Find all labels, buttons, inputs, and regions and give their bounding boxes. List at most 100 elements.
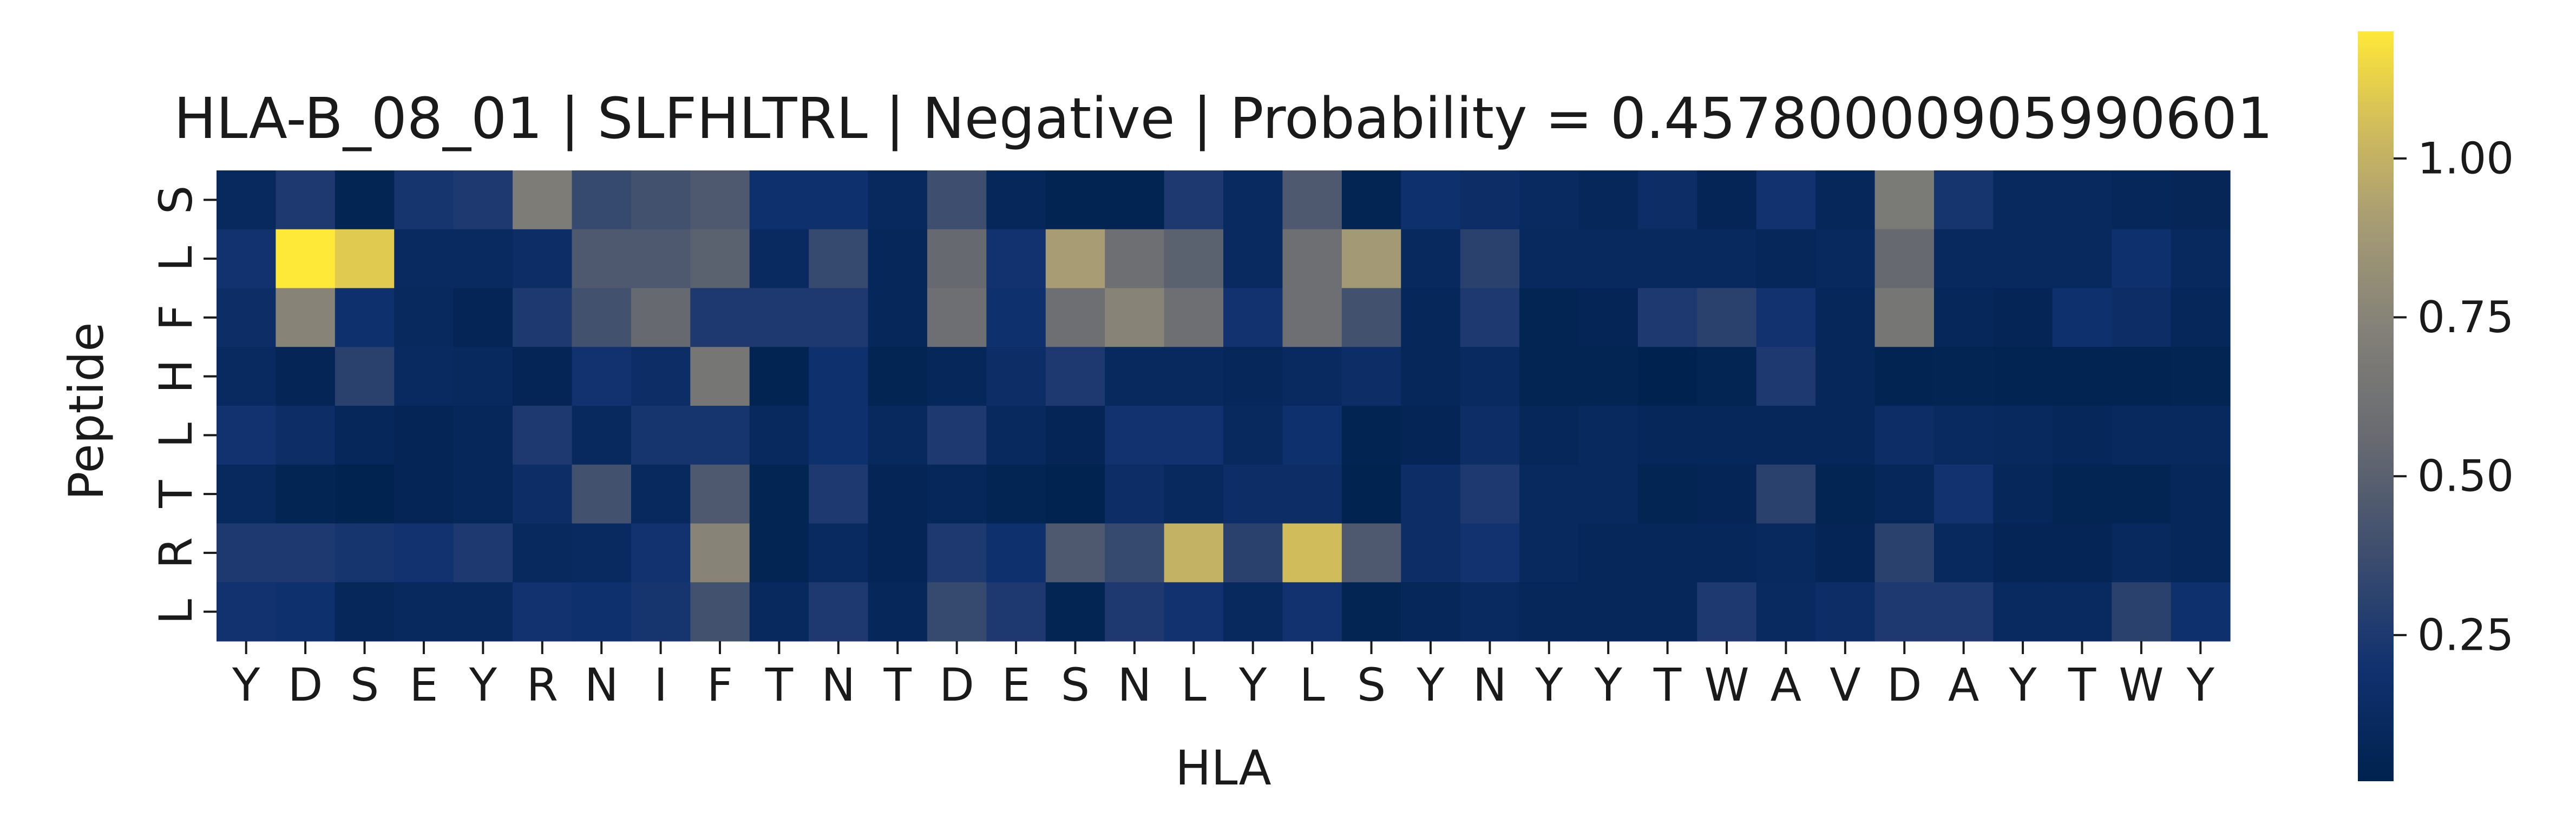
colorbar-tick-label: 0.75 [2417,292,2514,342]
heatmap-cell [749,288,809,347]
x-tick-label: D [288,658,323,711]
heatmap-cell [513,170,573,230]
y-tick-label: S [149,186,202,214]
heatmap-cell [2171,347,2231,406]
x-tick-label: Y [232,658,260,711]
heatmap-cell [690,464,750,524]
heatmap-cell [1637,406,1697,465]
heatmap-cell [986,347,1046,406]
heatmap-cell [1401,582,1461,642]
heatmap-cell [1815,523,1876,583]
x-tick-label: T [883,658,912,711]
heatmap-cell [1933,523,1994,583]
heatmap-cell [2112,347,2172,406]
heatmap-cell [1933,288,1994,347]
heatmap-cell [868,170,928,230]
colorbar-tick-label: 0.25 [2417,610,2514,660]
heatmap-cell [1874,347,1935,406]
heatmap-cell [572,229,632,289]
heatmap-cell [631,229,691,289]
heatmap-cell [1460,406,1520,465]
heatmap-cell [1815,582,1876,642]
heatmap-cell [1697,170,1757,230]
heatmap-cell [1460,170,1520,230]
heatmap-cell [1519,347,1579,406]
heatmap-cell [2112,523,2172,583]
heatmap-cell [1993,406,2053,465]
heatmap-cell [276,523,336,583]
heatmap-cell [1756,229,1816,289]
heatmap-cell [1578,229,1638,289]
heatmap-cell [1874,406,1935,465]
heatmap-cell [1933,582,1994,642]
heatmap-cell [1460,464,1520,524]
heatmap-cell [1223,523,1283,583]
x-tick-label: T [765,658,794,711]
heatmap-cell [868,582,928,642]
heatmap-cell [1815,406,1876,465]
heatmap-cell [276,464,336,524]
heatmap-cell [2112,170,2172,230]
heatmap-cell [986,582,1046,642]
heatmap-cell [1282,523,1342,583]
heatmap-cell [513,582,573,642]
heatmap-cell [1460,229,1520,289]
heatmap-cell [1697,288,1757,347]
heatmap-cell [453,406,513,465]
y-axis-ticks: S L F H L TR L [149,186,217,624]
heatmap-cell [1164,229,1224,289]
heatmap-cell [1933,406,1994,465]
heatmap-cell [1164,582,1224,642]
heatmap-cell [276,347,336,406]
heatmap-cell [1578,347,1638,406]
heatmap-cell [1697,229,1757,289]
heatmap-cell [1045,523,1105,583]
heatmap-cell [749,347,809,406]
heatmap-cell [1756,288,1816,347]
heatmap-cell [2171,229,2231,289]
heatmap-cell [335,347,395,406]
heatmap-cell [394,406,454,465]
heatmap-cell [2052,288,2112,347]
heatmap-cell [513,523,573,583]
heatmap-cell [1637,170,1697,230]
heatmap-cell [1993,229,2053,289]
heatmap-cell [1933,170,1994,230]
heatmap-cell [690,406,750,465]
x-tick-label: N [821,658,855,711]
heatmap-cell [1933,229,1994,289]
heatmap-cell [1578,523,1638,583]
y-axis-label: Peptide [58,322,114,500]
heatmap-cell [809,170,869,230]
x-tick-label: I [654,658,667,711]
heatmap-cell [453,170,513,230]
heatmap-cell [572,464,632,524]
x-tick-label: Y [1238,658,1267,711]
heatmap-cell [394,523,454,583]
heatmap-cell [1519,523,1579,583]
x-tick-label: S [1061,658,1090,711]
heatmap-cell [1282,582,1342,642]
heatmap-cell [1460,288,1520,347]
x-tick-label: W [2119,658,2164,711]
heatmap-cell [986,229,1046,289]
heatmap-cell [2112,582,2172,642]
heatmap-cell [2112,288,2172,347]
heatmap-cell [749,170,809,230]
x-tick-label: S [350,658,379,711]
heatmap-cell [1282,347,1342,406]
heatmap-cell [2052,170,2112,230]
heatmap-cell [1578,170,1638,230]
heatmap-cell [217,406,277,465]
heatmap-cell [2171,170,2231,230]
heatmap-cell [1045,582,1105,642]
heatmap-cell [1815,170,1876,230]
heatmap-cell [690,347,750,406]
heatmap-cell [749,464,809,524]
heatmap-cell [1105,406,1165,465]
heatmap-cell [690,170,750,230]
colorbar [2358,31,2394,781]
heatmap-cell [1874,229,1935,289]
heatmap-cell [809,406,869,465]
